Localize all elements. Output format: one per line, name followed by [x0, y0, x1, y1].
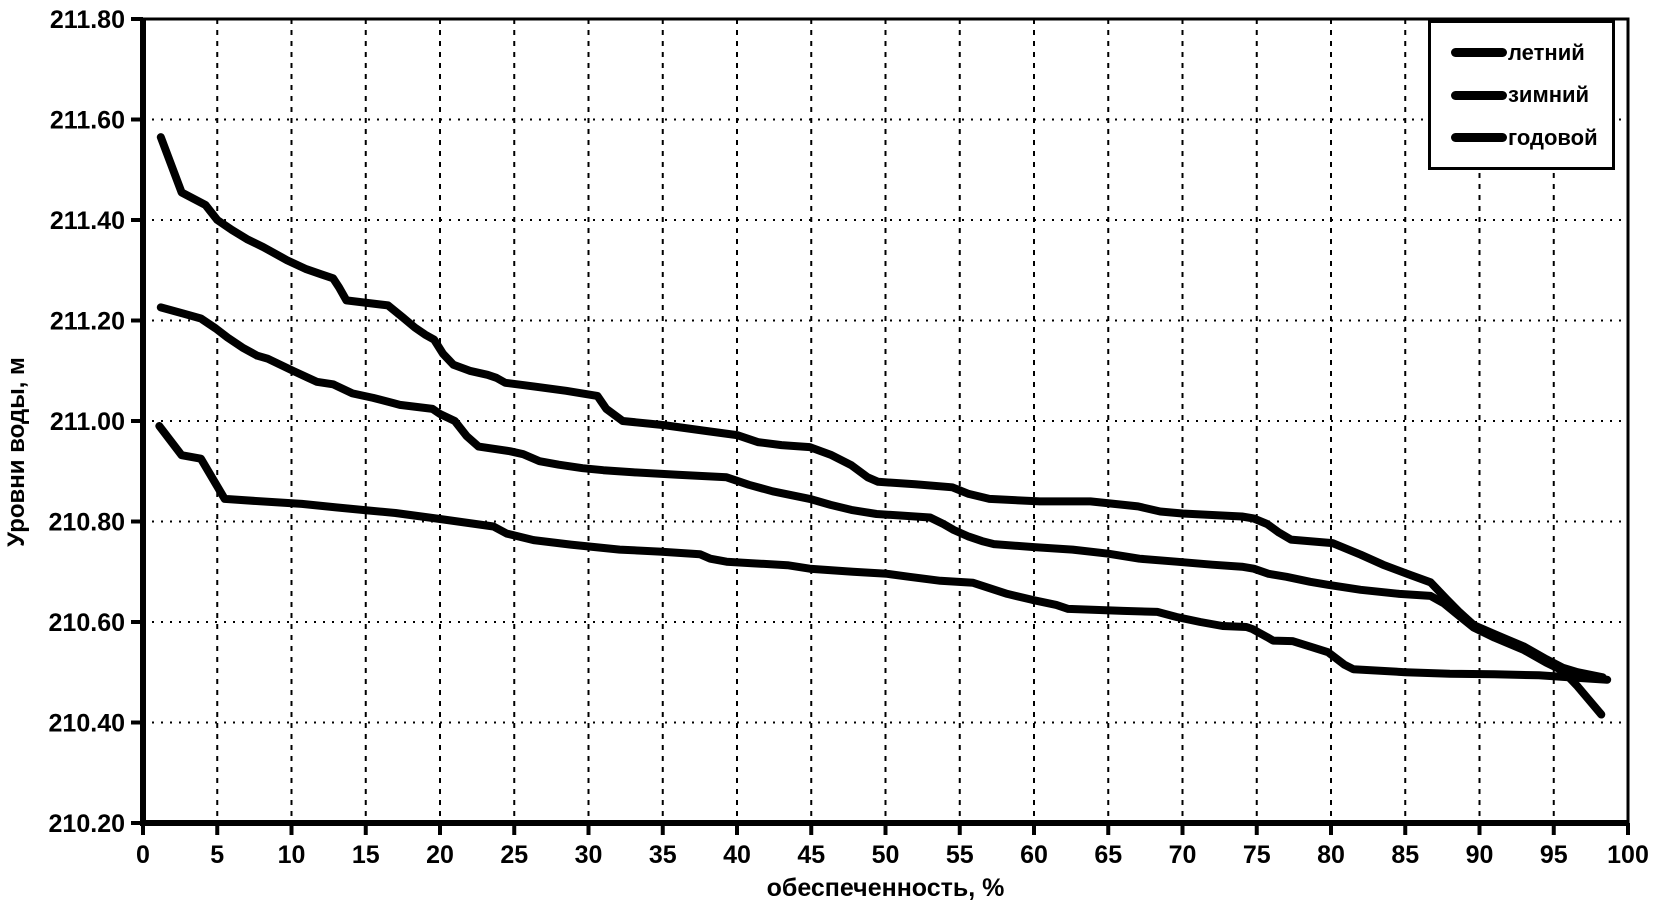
legend-item-godovoy: годовой — [1451, 125, 1612, 151]
x-tick-label-90: 90 — [1466, 841, 1494, 869]
y-tick-label-210.20: 210.20 — [49, 810, 125, 838]
y-axis-title: Уровни воды, м — [3, 357, 30, 547]
legend: летний зимний годовой — [1428, 20, 1615, 170]
series-line-zimniy — [156, 303, 1606, 719]
x-tick-label-50: 50 — [872, 841, 900, 869]
y-tick-label-211.40: 211.40 — [50, 207, 125, 235]
x-tick-label-100: 100 — [1607, 841, 1649, 869]
x-tick-label-15: 15 — [352, 841, 380, 869]
legend-label-zimniy: зимний — [1508, 82, 1590, 107]
legend-label-letniy: летний — [1508, 39, 1585, 65]
y-tick-label-211.20: 211.20 — [50, 308, 125, 336]
x-tick-label-75: 75 — [1243, 841, 1271, 869]
x-tick-label-60: 60 — [1020, 841, 1048, 869]
x-tick-label-0: 0 — [136, 841, 150, 869]
legend-line-swatch-zimniy — [1451, 90, 1507, 100]
x-tick-label-65: 65 — [1094, 841, 1122, 869]
x-tick-label-10: 10 — [278, 841, 306, 869]
x-tick-label-35: 35 — [649, 841, 677, 869]
y-tick-label-211.80: 211.80 — [50, 6, 125, 34]
legend-item-zimniy: зимний — [1451, 82, 1612, 108]
x-tick-label-20: 20 — [426, 841, 454, 869]
series-line-godovoy — [155, 422, 1612, 684]
y-tick-label-210.60: 210.60 — [49, 609, 125, 637]
y-tick-label-210.80: 210.80 — [49, 509, 125, 537]
x-tick-label-40: 40 — [723, 841, 751, 869]
legend-label-godovoy: годовой — [1508, 124, 1598, 150]
x-tick-label-55: 55 — [946, 841, 974, 869]
legend-line-swatch-godovoy — [1451, 133, 1507, 142]
legend-item-letniy: летний — [1451, 40, 1612, 66]
x-tick-label-80: 80 — [1317, 841, 1345, 869]
x-axis-title: обеспеченность, % — [766, 874, 1005, 902]
legend-line-swatch-letniy — [1451, 48, 1507, 57]
x-tick-label-30: 30 — [575, 841, 603, 869]
x-tick-label-45: 45 — [797, 841, 825, 869]
series-line-letniy — [156, 133, 1607, 682]
x-tick-label-85: 85 — [1391, 841, 1419, 869]
x-tick-label-5: 5 — [210, 841, 224, 869]
x-tick-label-95: 95 — [1540, 841, 1568, 869]
y-tick-label-210.40: 210.40 — [49, 710, 125, 738]
y-tick-label-211.00: 211.00 — [50, 408, 125, 436]
y-tick-label-211.60: 211.60 — [50, 107, 125, 135]
x-tick-label-70: 70 — [1169, 841, 1197, 869]
x-tick-label-25: 25 — [500, 841, 528, 869]
